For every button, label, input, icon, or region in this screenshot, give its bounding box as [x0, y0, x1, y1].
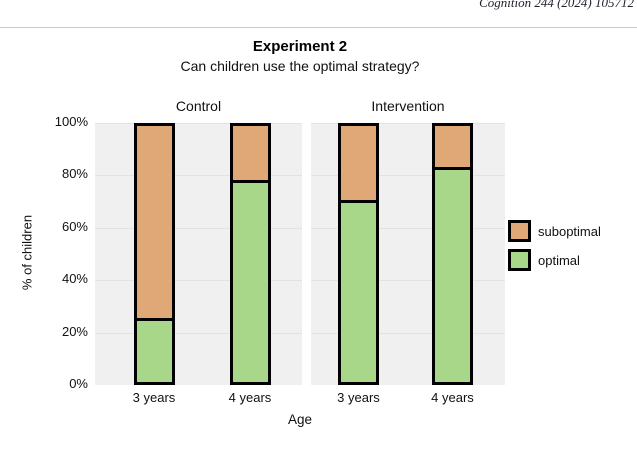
optimal-segment — [136, 318, 172, 382]
chart-subtitle: Can children use the optimal strategy? — [180, 58, 420, 74]
gridline — [311, 332, 505, 334]
y-tick-label: 100% — [54, 114, 88, 129]
stacked-bar-intervention-4-years — [432, 123, 473, 385]
gridline — [311, 175, 505, 177]
stacked-bar-control-4-years — [229, 123, 271, 385]
x-tick-label: 4 years — [228, 390, 272, 405]
journal-reference: Cognition 244 (2024) 105712 — [479, 0, 634, 10]
optimal-segment — [341, 200, 376, 382]
y-tick-label: 60% — [61, 218, 88, 234]
chart-title: Experiment 2 — [252, 38, 348, 55]
y-tick-label: 0% — [69, 376, 88, 391]
gridline — [95, 175, 302, 177]
gridline — [311, 123, 505, 124]
gridline — [95, 280, 302, 282]
y-tick-label: 40% — [61, 271, 88, 287]
optimal-segment — [232, 180, 268, 382]
x-axis-label: Age — [287, 412, 313, 427]
figure-title-block: Experiment 2 Can children use the optima… — [0, 38, 600, 74]
chart-legend: suboptimal optimal — [508, 220, 601, 278]
panel-title-intervention: Intervention — [371, 98, 445, 114]
gridline — [311, 227, 505, 229]
y-tick-label: 80% — [61, 166, 88, 182]
legend-swatch-optimal — [508, 249, 531, 271]
stacked-bar-control-3-years — [133, 123, 175, 385]
legend-swatch-suboptimal — [508, 220, 531, 242]
panel-control — [95, 123, 302, 385]
stacked-bar-intervention-3-years — [338, 123, 379, 385]
gridline — [311, 280, 505, 282]
gridline — [95, 123, 302, 124]
x-tick-label: 3 years — [337, 390, 380, 405]
legend-item-suboptimal: suboptimal — [508, 220, 601, 242]
legend-label-optimal: optimal — [538, 252, 580, 268]
optimal-segment — [435, 167, 470, 382]
panel-title-control: Control — [175, 98, 222, 114]
legend-item-optimal: optimal — [508, 249, 601, 271]
panel-intervention — [311, 123, 505, 385]
y-tick-label: 20% — [61, 323, 88, 339]
legend-label-suboptimal: suboptimal — [538, 223, 601, 239]
gridline — [95, 227, 302, 229]
y-axis-label: % of children — [19, 214, 35, 291]
header-divider — [0, 27, 637, 28]
x-tick-label: 4 years — [431, 390, 474, 405]
gridline — [95, 332, 302, 334]
x-tick-label: 3 years — [132, 390, 176, 405]
